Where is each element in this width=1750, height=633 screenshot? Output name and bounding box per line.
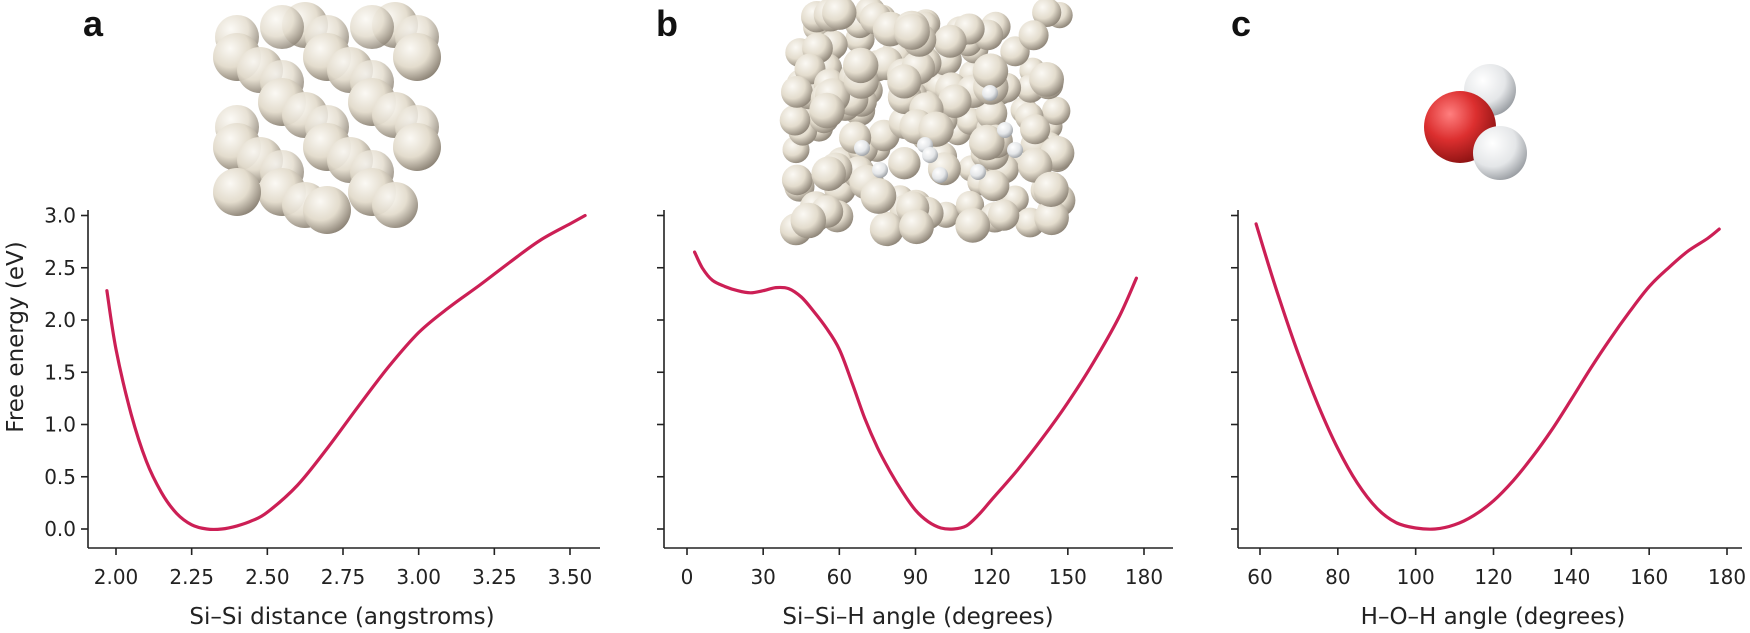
silicon-crystal-icon [213, 2, 441, 234]
x-tick-label: 2.25 [169, 565, 214, 589]
free-energy-curve [693, 250, 1138, 531]
hydrogen-atom [997, 122, 1013, 138]
silicon-atom [781, 76, 813, 108]
panel-b-plot: 0 30 60 90 120 150 180 [657, 210, 1173, 589]
free-energy-curve [1254, 222, 1721, 531]
x-tick-label: 60 [1247, 565, 1272, 589]
silicon-atom [779, 104, 811, 136]
silicon-atom [303, 186, 351, 234]
x-tick-label: 2.75 [321, 565, 366, 589]
silicon-atom [1032, 0, 1062, 27]
silicon-atom [933, 24, 967, 58]
x-tick-label: 120 [1474, 565, 1512, 589]
silicon-atom [213, 168, 261, 216]
silicon-atom [869, 211, 905, 247]
silicon-atom [860, 178, 897, 214]
x-tick-label: 100 [1397, 565, 1435, 589]
silicon-atom [887, 64, 922, 99]
x-tick-label: 2.50 [245, 565, 290, 589]
silicon-atom [1020, 114, 1051, 145]
silicon-atom [790, 202, 827, 239]
silicon-atom [393, 123, 441, 171]
y-tick-label: 1.0 [44, 413, 76, 437]
silicon-atom [969, 124, 1005, 161]
x-tick-label: 3.50 [548, 565, 593, 589]
x-tick-label: 80 [1325, 565, 1350, 589]
hydrogen-atom [854, 140, 870, 156]
silicon-atom [1042, 96, 1071, 126]
hydrogen-atom [922, 147, 938, 163]
silicon-atom [1034, 200, 1069, 236]
silicon-atom [372, 182, 418, 228]
silicon-atom [1018, 20, 1049, 51]
y-tick-label: 3.0 [44, 204, 76, 228]
x-tick-label: 150 [1049, 565, 1087, 589]
silicon-atom [975, 97, 1008, 130]
panel-a-letter: a [83, 3, 104, 44]
hydrogen-atom [872, 162, 888, 178]
x-tick-label: 140 [1552, 565, 1590, 589]
x-tick-label: 160 [1630, 565, 1668, 589]
x-tick-label: 60 [827, 565, 852, 589]
panel-c-plot: 60 80 100 120 140 160 180 [1231, 210, 1746, 589]
panel-b-letter: b [656, 3, 678, 44]
x-tick-label: 120 [973, 565, 1011, 589]
silicon-atom [955, 207, 991, 243]
silicon-atom [822, 0, 857, 30]
silicon-atom [781, 164, 813, 196]
amorphous-silicon-hydrogen-icon [779, 0, 1076, 247]
y-tick-label: 0.0 [44, 517, 76, 541]
silicon-atom [809, 92, 845, 129]
x-tick-label: 30 [750, 565, 775, 589]
y-tick-label: 2.0 [44, 308, 76, 332]
hydrogen-atom [1007, 142, 1023, 158]
silicon-atom [393, 33, 441, 81]
panel-a-x-axis-label: Si–Si distance (angstroms) [189, 604, 494, 630]
silicon-atom [893, 13, 930, 50]
x-tick-label: 90 [903, 565, 928, 589]
panel-c-letter: c [1231, 3, 1251, 44]
silicon-atom [1029, 62, 1064, 97]
x-tick-label: 3.00 [396, 565, 441, 589]
x-tick-label: 3.25 [472, 565, 517, 589]
hydrogen-atom [932, 167, 948, 183]
x-tick-label: 0 [681, 565, 694, 589]
silicon-atom [888, 147, 921, 180]
hydrogen-atom [970, 164, 986, 180]
panel-b-x-axis-label: Si–Si–H angle (degrees) [782, 604, 1053, 630]
hydrogen-atom [982, 85, 998, 101]
x-tick-label: 180 [1708, 565, 1746, 589]
silicon-atom [899, 209, 934, 245]
water-molecule-icon [1424, 64, 1527, 180]
silicon-atom [811, 156, 846, 191]
silicon-atom [1033, 171, 1069, 207]
silicon-atom [260, 5, 304, 49]
y-axis-label: Free energy (eV) [3, 241, 29, 432]
silicon-atom [938, 84, 972, 118]
free-energy-curve [105, 213, 587, 532]
silicon-atom [978, 170, 1010, 202]
panel-c-x-axis-label: H–O–H angle (degrees) [1361, 604, 1626, 630]
x-tick-label: 2.00 [94, 565, 139, 589]
y-tick-label: 0.5 [44, 465, 76, 489]
silicon-atom [972, 53, 1009, 89]
y-tick-label: 2.5 [44, 256, 76, 280]
silicon-atom [987, 199, 1020, 231]
silicon-atom [843, 47, 879, 84]
hydrogen-atom [1473, 126, 1527, 180]
panel-a-plot: 0.0 0.5 1.0 1.5 2.0 2.5 3.0 2.00 2.25 2.50 2.75 3.0… [44, 204, 600, 589]
silicon-atom [350, 5, 394, 49]
y-tick-label: 1.5 [44, 360, 76, 384]
x-tick-label: 180 [1125, 565, 1163, 589]
